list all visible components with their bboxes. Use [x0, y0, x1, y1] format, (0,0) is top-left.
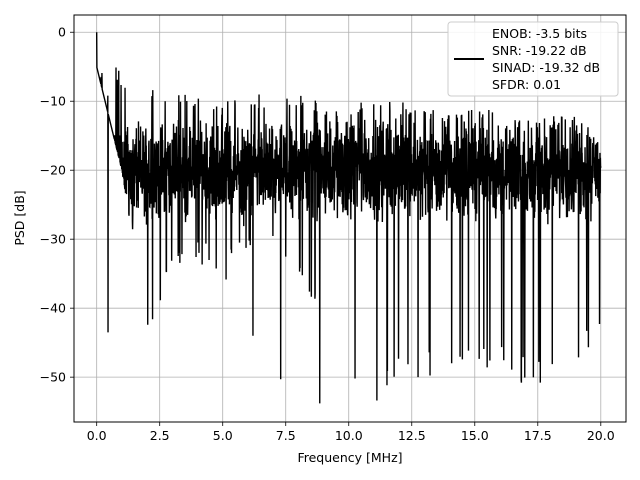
x-tick-label: 2.5 — [150, 428, 170, 443]
legend: ENOB: -3.5 bits SNR: -19.22 dB SINAD: -1… — [447, 21, 619, 97]
y-axis-label: PSD [dB] — [12, 190, 27, 245]
plot-frame — [73, 14, 627, 423]
y-tick-label: −10 — [40, 94, 66, 109]
psd-trace — [95, 32, 602, 404]
legend-entry-enob: ENOB: -3.5 bits — [492, 26, 587, 41]
y-tick-label: −20 — [40, 163, 66, 178]
x-axis-ticks: 0.0 2.5 5.0 7.5 10.0 12.5 15.0 17.5 20.0 — [87, 422, 615, 443]
y-tick-label: −40 — [40, 301, 66, 316]
y-axis-ticks: 0 −10 −20 −30 −40 −50 — [40, 25, 74, 385]
y-tick-label: −50 — [40, 370, 66, 385]
x-tick-label: 0.0 — [87, 428, 107, 443]
legend-entry-sfdr: SFDR: 0.01 — [492, 77, 561, 92]
x-axis-label: Frequency [MHz] — [297, 450, 402, 465]
y-tick-label: −30 — [40, 232, 66, 247]
legend-entry-sinad: SINAD: -19.32 dB — [492, 60, 600, 75]
x-tick-label: 12.5 — [398, 428, 426, 443]
legend-entry-snr: SNR: -19.22 dB — [492, 43, 587, 58]
x-tick-label: 17.5 — [524, 428, 552, 443]
x-tick-label: 5.0 — [213, 428, 233, 443]
x-tick-label: 7.5 — [276, 428, 296, 443]
x-tick-label: 10.0 — [335, 428, 363, 443]
legend-box — [447, 21, 619, 97]
y-tick-label: 0 — [58, 25, 66, 40]
x-tick-label: 15.0 — [461, 428, 489, 443]
psd-series-line — [95, 32, 602, 404]
x-tick-label: 20.0 — [587, 428, 615, 443]
